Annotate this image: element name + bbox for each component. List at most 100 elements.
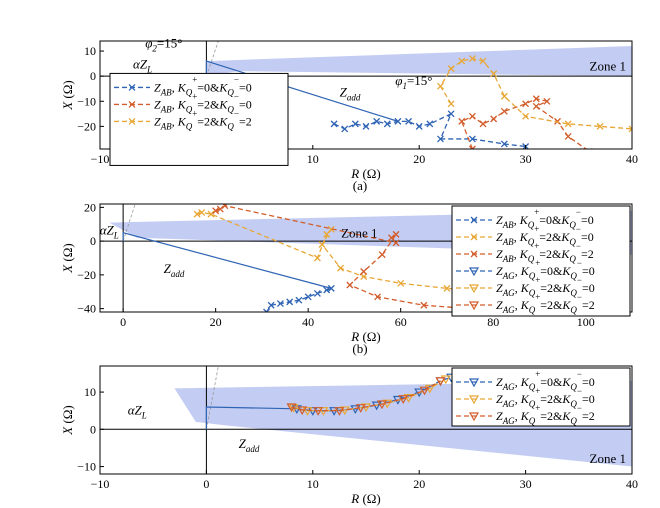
x-tick-label: −10: [91, 477, 110, 491]
x-tick-label: 10: [307, 152, 319, 166]
angle-guide-line: [206, 41, 219, 77]
y-tick-label: 0: [90, 234, 96, 248]
data-point: [468, 112, 476, 120]
legend-label: ZAG, KQ+=2&KQ−=2: [496, 403, 595, 426]
data-point: [490, 115, 498, 123]
data-point: [500, 107, 508, 115]
data-point: [500, 92, 508, 100]
data-point: [405, 117, 413, 125]
data-point: [500, 140, 508, 148]
data-point: [360, 268, 368, 275]
y-tick-label: −20: [77, 119, 96, 133]
data-point: [286, 403, 297, 413]
data-point: [437, 135, 444, 143]
y-tick-label: 20: [84, 200, 96, 214]
x-tick-label: 40: [302, 315, 314, 329]
x-tick-label: 20: [413, 152, 425, 166]
legend-marker: [468, 412, 480, 422]
data-point: [334, 407, 345, 416]
x-tick-label: 0: [120, 315, 126, 329]
series-1: [263, 284, 335, 312]
chart-panel-3: −10 0 10 20 30 40 10 0 −10 R (Ω) X (Ω) Zone 1 αZL Zad…: [60, 365, 638, 506]
legend-marker: [470, 250, 478, 258]
data-point: [564, 132, 572, 140]
legend-label: ZAG, KQ+=0&KQ−=0: [496, 369, 595, 392]
series-3: [212, 204, 543, 312]
legend-marker: [468, 301, 480, 311]
annotation: Zadd: [340, 84, 361, 102]
data-point: [479, 120, 487, 128]
data-point: [468, 135, 476, 143]
legend-entry-1: ZAB, KQ+=0&KQ−=0: [114, 74, 252, 97]
x-tick-label: 80: [487, 315, 499, 329]
data-point: [382, 399, 393, 409]
legend-entry-4: ZAG, KQ+=0&KQ−=0: [456, 258, 595, 281]
impedance-line: [122, 231, 332, 289]
x-tick-label: 10: [307, 477, 319, 491]
x-tick-label: 60: [395, 315, 407, 329]
legend-marker: [468, 284, 480, 294]
legend-marker: [128, 100, 136, 108]
x-tick-label: 20: [210, 315, 222, 329]
y-tick-label: 10: [84, 385, 96, 399]
data-point: [221, 204, 229, 210]
legend-label: ZAB, KQ+=2&KQ−=2: [154, 108, 252, 131]
plot-area: [100, 41, 632, 149]
legend-label: ZAB, KQ+=2&KQ−=0: [496, 224, 594, 247]
data-point: [419, 386, 430, 396]
data-point: [522, 112, 530, 120]
data-point: [276, 300, 284, 308]
series-line: [439, 57, 632, 130]
legend-label: ZAG, KQ+=0&KQ−=0: [496, 258, 595, 281]
legend-entry-5: ZAG, KQ+=2&KQ−=0: [456, 275, 595, 298]
plot-frame: [99, 203, 633, 313]
legend-entry-3: ZAB, KQ+=2&KQ−=2: [456, 241, 594, 264]
data-point: [447, 65, 455, 73]
angle-guide-line: [206, 366, 219, 430]
legend-label: ZAB, KQ+=2&KQ−=2: [496, 241, 594, 264]
annotation: Zadd: [239, 436, 260, 454]
plot-frame: [99, 365, 633, 475]
impedance-line: [205, 60, 399, 122]
data-point: [479, 57, 487, 65]
data-point: [398, 395, 409, 404]
x-tick-label: 0: [203, 477, 209, 491]
zone-label: Zone 1: [590, 451, 626, 466]
y-tick-label: −10: [77, 94, 96, 108]
x-axis-label: R (Ω): [350, 491, 381, 506]
data-point: [304, 293, 312, 301]
legend-marker: [128, 117, 136, 125]
data-point: [522, 100, 530, 108]
zone-label: Zone 1: [590, 59, 626, 74]
series-line: [333, 112, 526, 148]
data-point: [207, 210, 215, 218]
legend-marker: [470, 216, 478, 224]
x-tick-label: 100: [577, 315, 595, 329]
data-point: [286, 298, 294, 306]
y-tick-label: 0: [90, 422, 96, 436]
annotation: Zadd: [164, 261, 185, 279]
data-point: [337, 264, 345, 272]
panel-caption: (a): [353, 178, 367, 193]
annotation: αZL: [133, 57, 152, 75]
legend-marker: [128, 83, 136, 91]
data-point: [330, 120, 338, 128]
data-point: [302, 407, 313, 416]
annotation: φ2=15°: [145, 35, 182, 53]
data-point: [198, 208, 206, 216]
impedance-line: [205, 406, 297, 430]
y-tick-label: −20: [77, 268, 96, 282]
data-point: [263, 308, 270, 312]
data-point: [297, 406, 308, 416]
x-tick-label: 20: [413, 477, 425, 491]
x-tick-label: 30: [520, 477, 532, 491]
legend-marker: [468, 378, 480, 388]
data-point: [376, 400, 387, 410]
data-point: [437, 82, 444, 90]
y-tick-label: 10: [84, 44, 96, 58]
data-point: [458, 57, 466, 65]
data-point: [532, 95, 540, 103]
